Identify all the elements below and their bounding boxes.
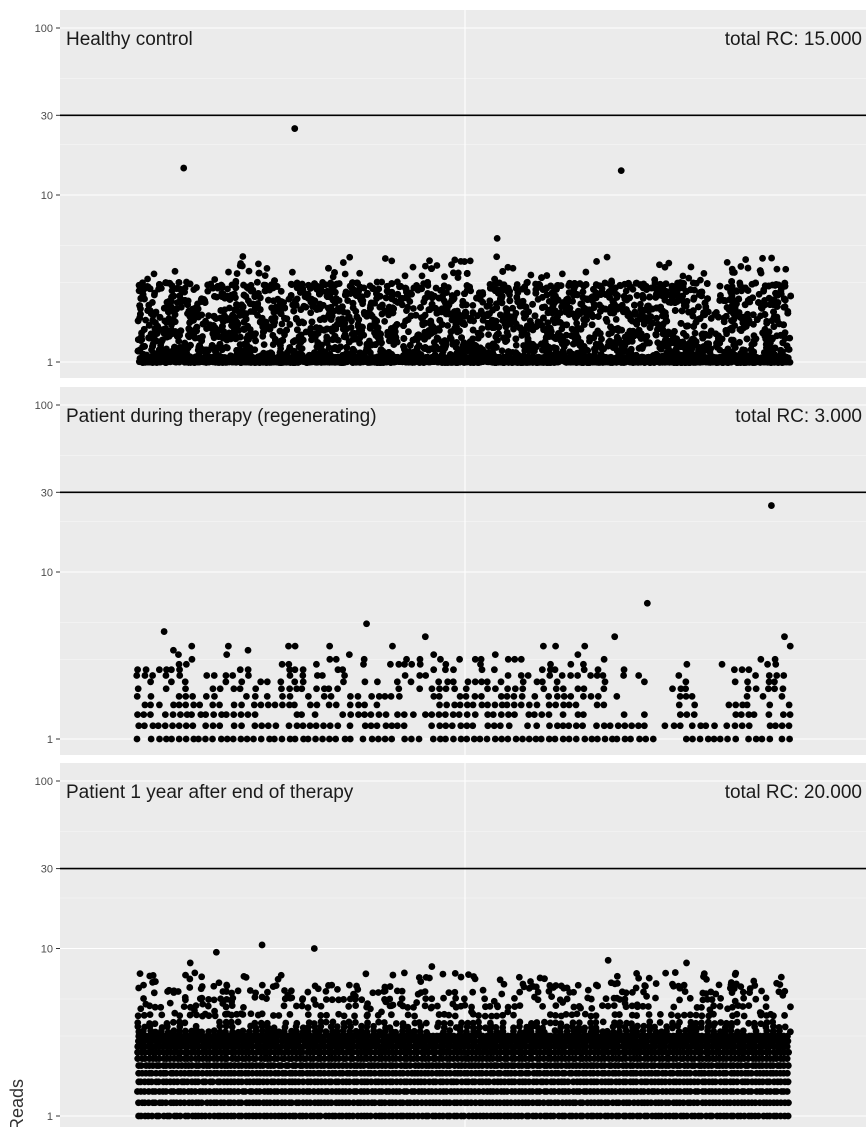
data-point <box>226 304 233 312</box>
data-point <box>286 321 294 328</box>
data-points <box>134 125 795 366</box>
data-point <box>224 285 231 293</box>
data-point <box>302 328 310 336</box>
data-point <box>150 270 158 278</box>
data-point <box>260 341 268 349</box>
data-point <box>736 281 744 289</box>
data-point <box>459 297 467 305</box>
data-point <box>323 339 331 347</box>
data-point <box>193 284 200 291</box>
data-point <box>512 341 520 349</box>
data-point <box>478 325 486 333</box>
data-point <box>432 284 440 292</box>
data-point <box>552 345 560 352</box>
data-point <box>513 281 521 288</box>
data-point <box>700 322 708 330</box>
data-point <box>622 287 630 295</box>
data-point <box>679 272 687 280</box>
data-point <box>444 284 452 291</box>
data-point <box>366 282 374 290</box>
data-point <box>485 331 492 338</box>
data-point <box>230 290 238 298</box>
data-point <box>755 290 763 298</box>
data-point <box>205 312 213 319</box>
data-point <box>510 325 517 333</box>
data-point <box>150 291 158 299</box>
data-point <box>276 327 284 335</box>
data-point <box>277 287 285 295</box>
y-axis-title: Reads <box>7 1079 27 1127</box>
y-tick-label: 30 <box>41 110 53 122</box>
data-point <box>612 316 620 323</box>
data-point <box>691 329 699 337</box>
data-point <box>444 322 452 329</box>
data-point <box>447 335 455 343</box>
data-point <box>401 272 409 280</box>
data-point <box>297 331 305 339</box>
data-point <box>176 292 184 300</box>
data-point <box>780 303 788 311</box>
data-point <box>325 264 332 272</box>
y-tick-label: 10 <box>41 190 53 202</box>
data-point <box>498 347 506 355</box>
y-tick-label: 100 <box>35 23 53 35</box>
data-point <box>142 316 150 324</box>
data-point <box>403 307 410 314</box>
data-point <box>405 328 412 336</box>
data-point <box>381 317 389 325</box>
data-point <box>373 278 381 286</box>
y-tick-label: 1 <box>47 357 53 369</box>
data-point <box>321 316 328 323</box>
data-point <box>573 319 581 327</box>
data-point <box>469 301 477 309</box>
data-point <box>251 346 259 354</box>
data-point <box>278 320 286 328</box>
data-point <box>689 279 697 287</box>
data-point <box>204 287 212 295</box>
data-point <box>307 309 315 317</box>
data-point <box>637 300 644 308</box>
data-point <box>344 297 352 305</box>
data-point <box>409 305 417 312</box>
